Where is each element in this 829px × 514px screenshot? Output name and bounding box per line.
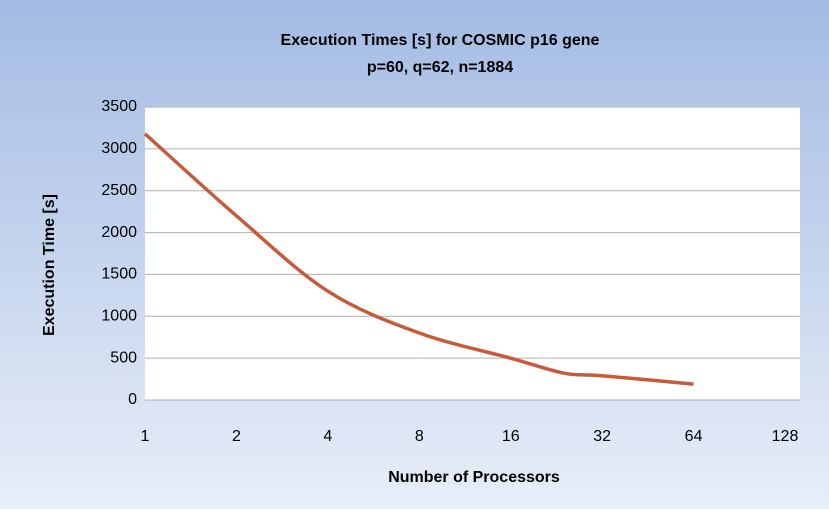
chart-subtitle: p=60, q=62, n=1884 xyxy=(367,59,513,76)
y-tick-label: 2500 xyxy=(101,182,137,199)
x-tick-label: 32 xyxy=(593,428,611,445)
plot-area xyxy=(145,107,800,400)
chart-title: Execution Times [s] for COSMIC p16 gene xyxy=(281,32,600,49)
y-tick-label: 0 xyxy=(128,391,137,408)
x-tick-label: 64 xyxy=(685,428,703,445)
x-tick-label: 4 xyxy=(323,428,332,445)
x-axis-label: Number of Processors xyxy=(388,469,560,486)
y-tick-label: 2000 xyxy=(101,224,137,241)
y-axis-label: Execution Time [s] xyxy=(41,194,58,336)
x-tick-label: 128 xyxy=(772,428,799,445)
y-tick-label: 1500 xyxy=(101,266,137,283)
data-line xyxy=(143,132,694,386)
y-tick-label: 1000 xyxy=(101,308,137,325)
x-tick-label: 2 xyxy=(232,428,241,445)
x-tick-label: 1 xyxy=(141,428,150,445)
y-tick-label: 3000 xyxy=(101,140,137,157)
x-tick-label: 8 xyxy=(415,428,424,445)
y-tick-label: 3500 xyxy=(101,98,137,115)
x-tick-label: 16 xyxy=(502,428,520,445)
y-tick-label: 500 xyxy=(110,349,137,366)
